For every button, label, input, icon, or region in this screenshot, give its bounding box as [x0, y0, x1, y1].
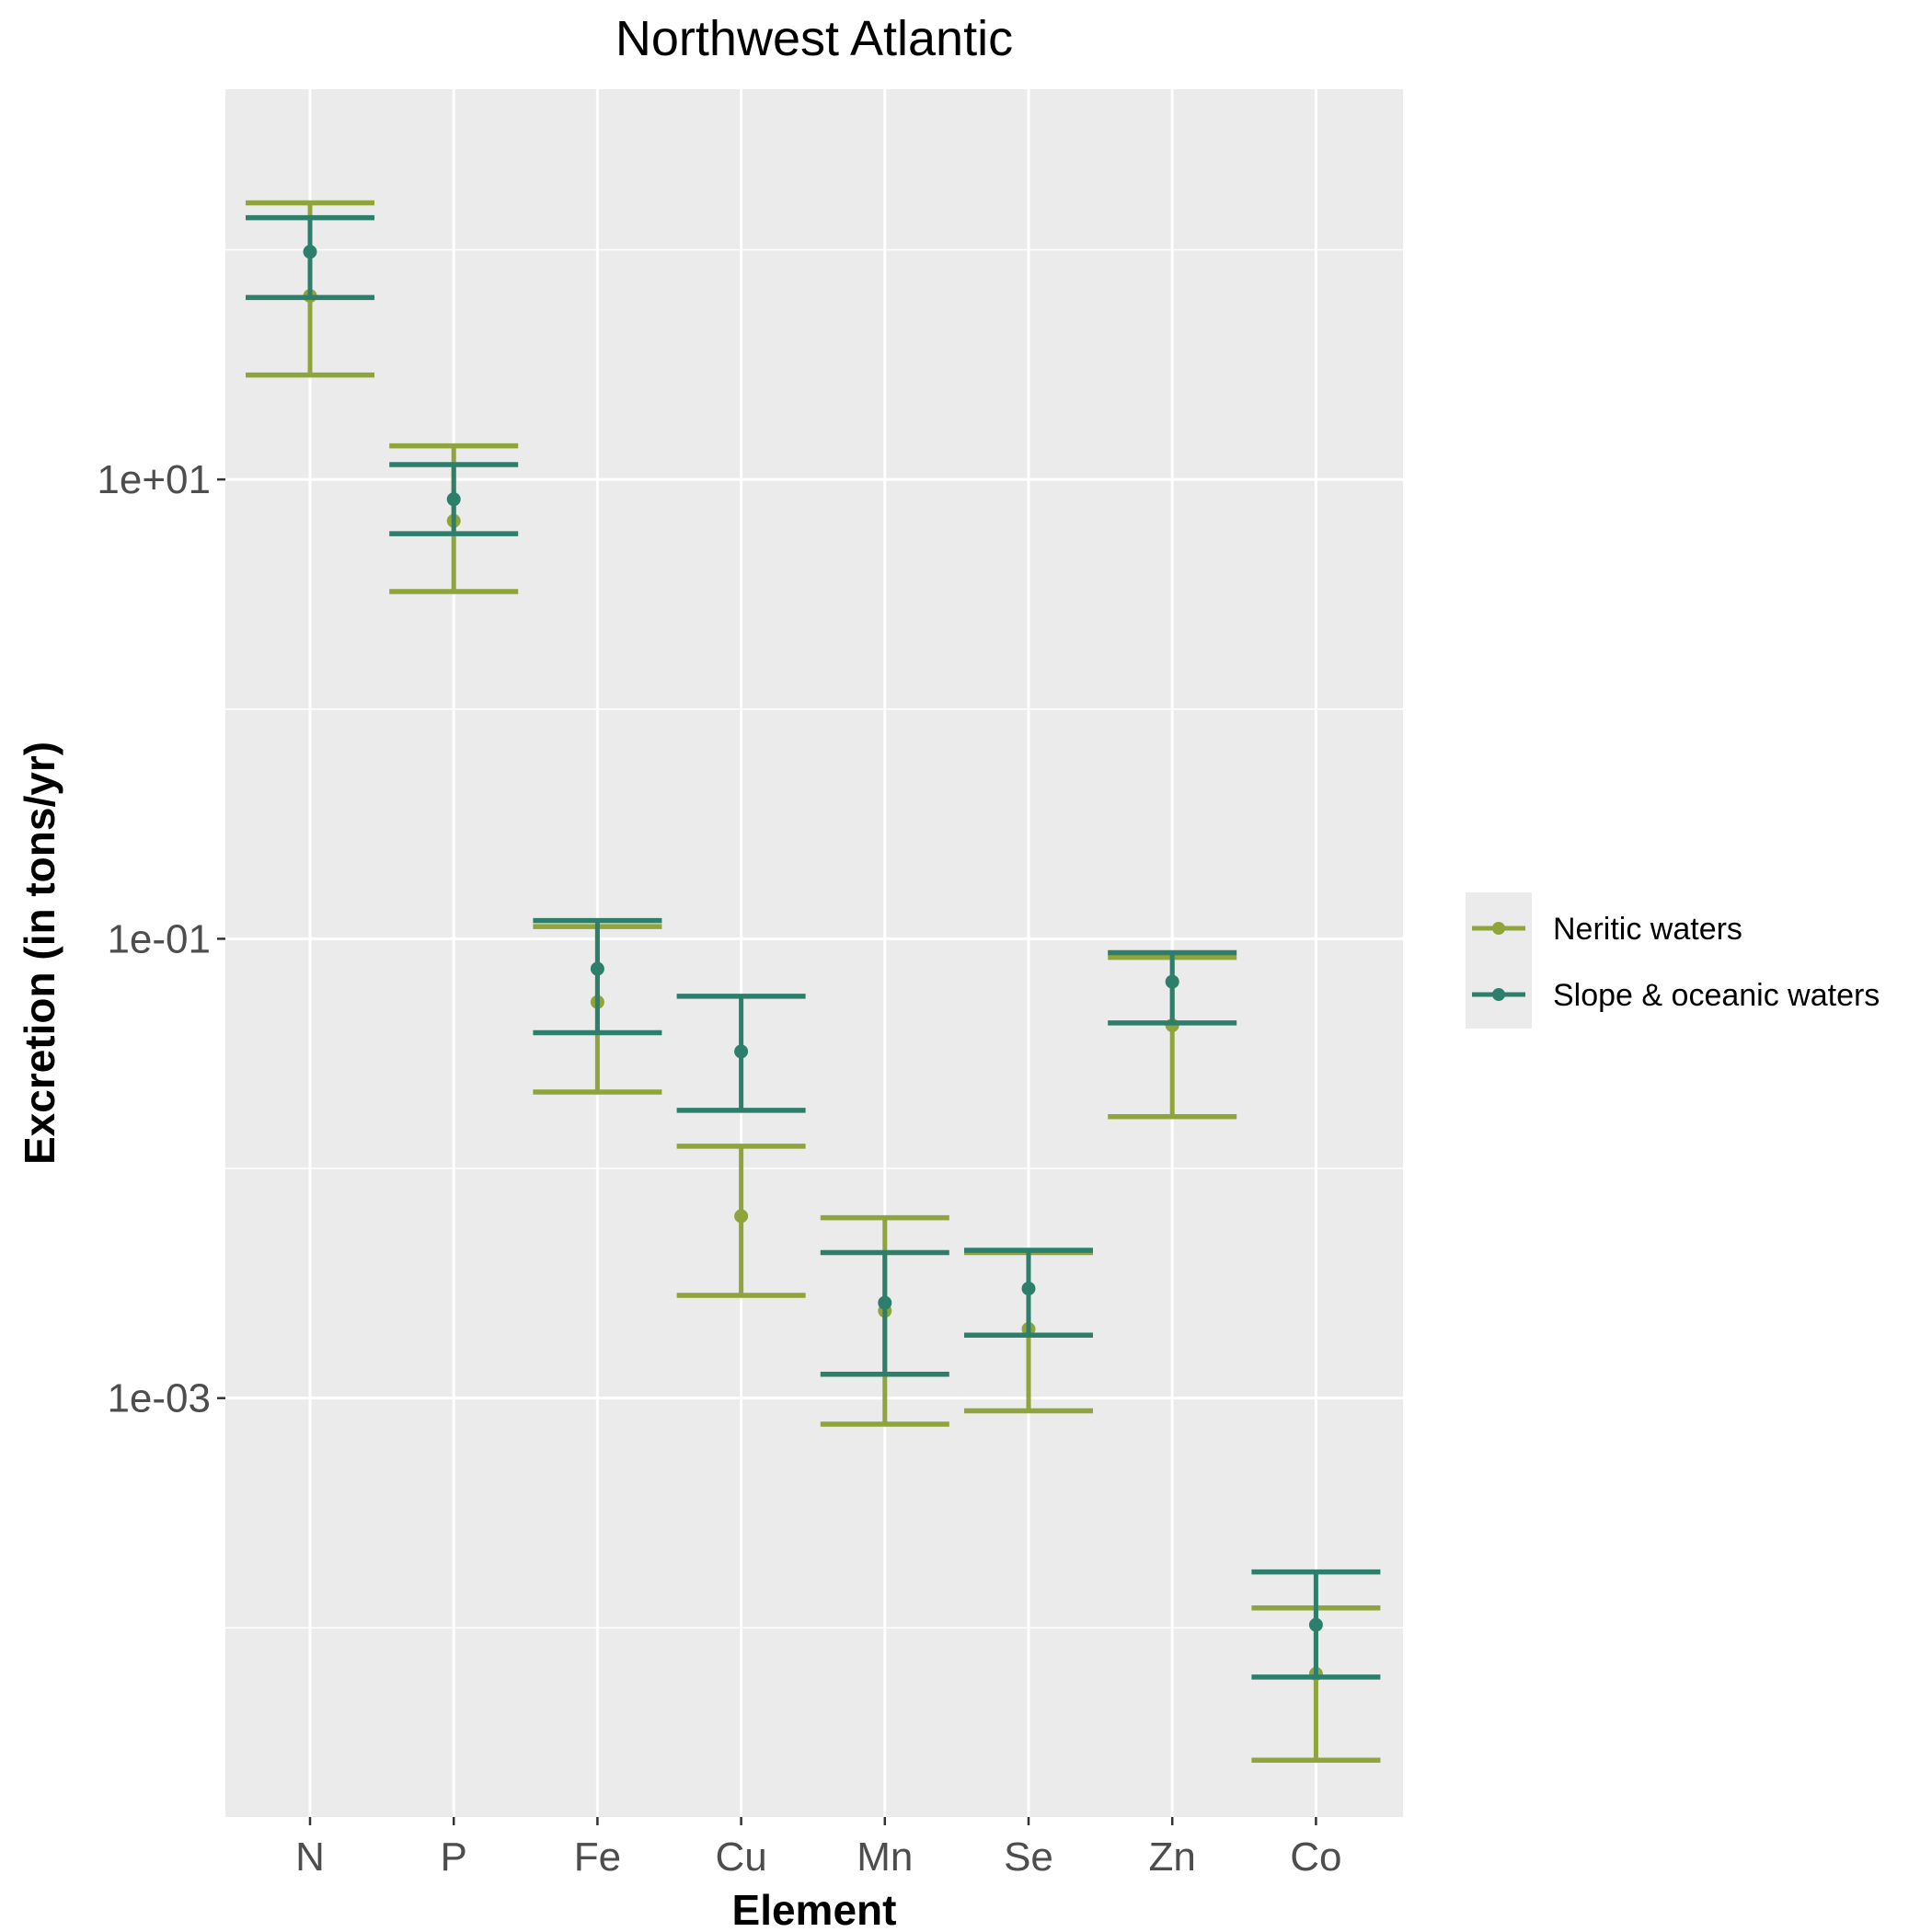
y-tick-label: 1e+01 [97, 457, 211, 502]
data-point [590, 961, 604, 976]
chart-title: Northwest Atlantic [615, 11, 1013, 66]
y-tick-label: 1e-03 [107, 1376, 211, 1421]
data-point [1021, 1282, 1036, 1296]
legend-label: Slope & oceanic waters [1553, 978, 1880, 1013]
x-tick-label: Fe [574, 1834, 621, 1880]
y-axis-title: Excretion (in tons/yr) [16, 742, 63, 1165]
x-tick-label: N [295, 1834, 325, 1880]
y-tick-label: 1e-01 [107, 916, 211, 961]
series-group [246, 214, 1381, 1680]
x-tick-label: Se [1004, 1834, 1053, 1880]
data-point [1165, 974, 1179, 989]
data-point [303, 245, 317, 259]
x-tick-label: Zn [1149, 1834, 1196, 1880]
data-point [446, 492, 461, 507]
x-axis-title: Element [732, 1886, 897, 1932]
y-axis: 1e+01 1e-01 1e-03 [97, 457, 225, 1421]
x-tick-label: Mn [857, 1834, 913, 1880]
x-tick-label: P [441, 1834, 467, 1880]
data-point [734, 1209, 749, 1224]
data-point [734, 1044, 749, 1059]
legend-key-background [1466, 892, 1532, 1029]
legend-label: Neritic waters [1553, 912, 1742, 947]
legend: Neritic waters Slope & oceanic waters [1466, 892, 1880, 1029]
data-marks [246, 200, 1381, 1764]
x-tick-label: Co [1290, 1834, 1341, 1880]
legend-key-point [1492, 988, 1505, 1001]
x-axis: N P Fe Cu Mn Se Zn Co [295, 1817, 1342, 1880]
data-point [878, 1295, 892, 1310]
data-point [1308, 1617, 1323, 1632]
x-tick-label: Cu [715, 1834, 766, 1880]
legend-key-point [1492, 922, 1505, 935]
